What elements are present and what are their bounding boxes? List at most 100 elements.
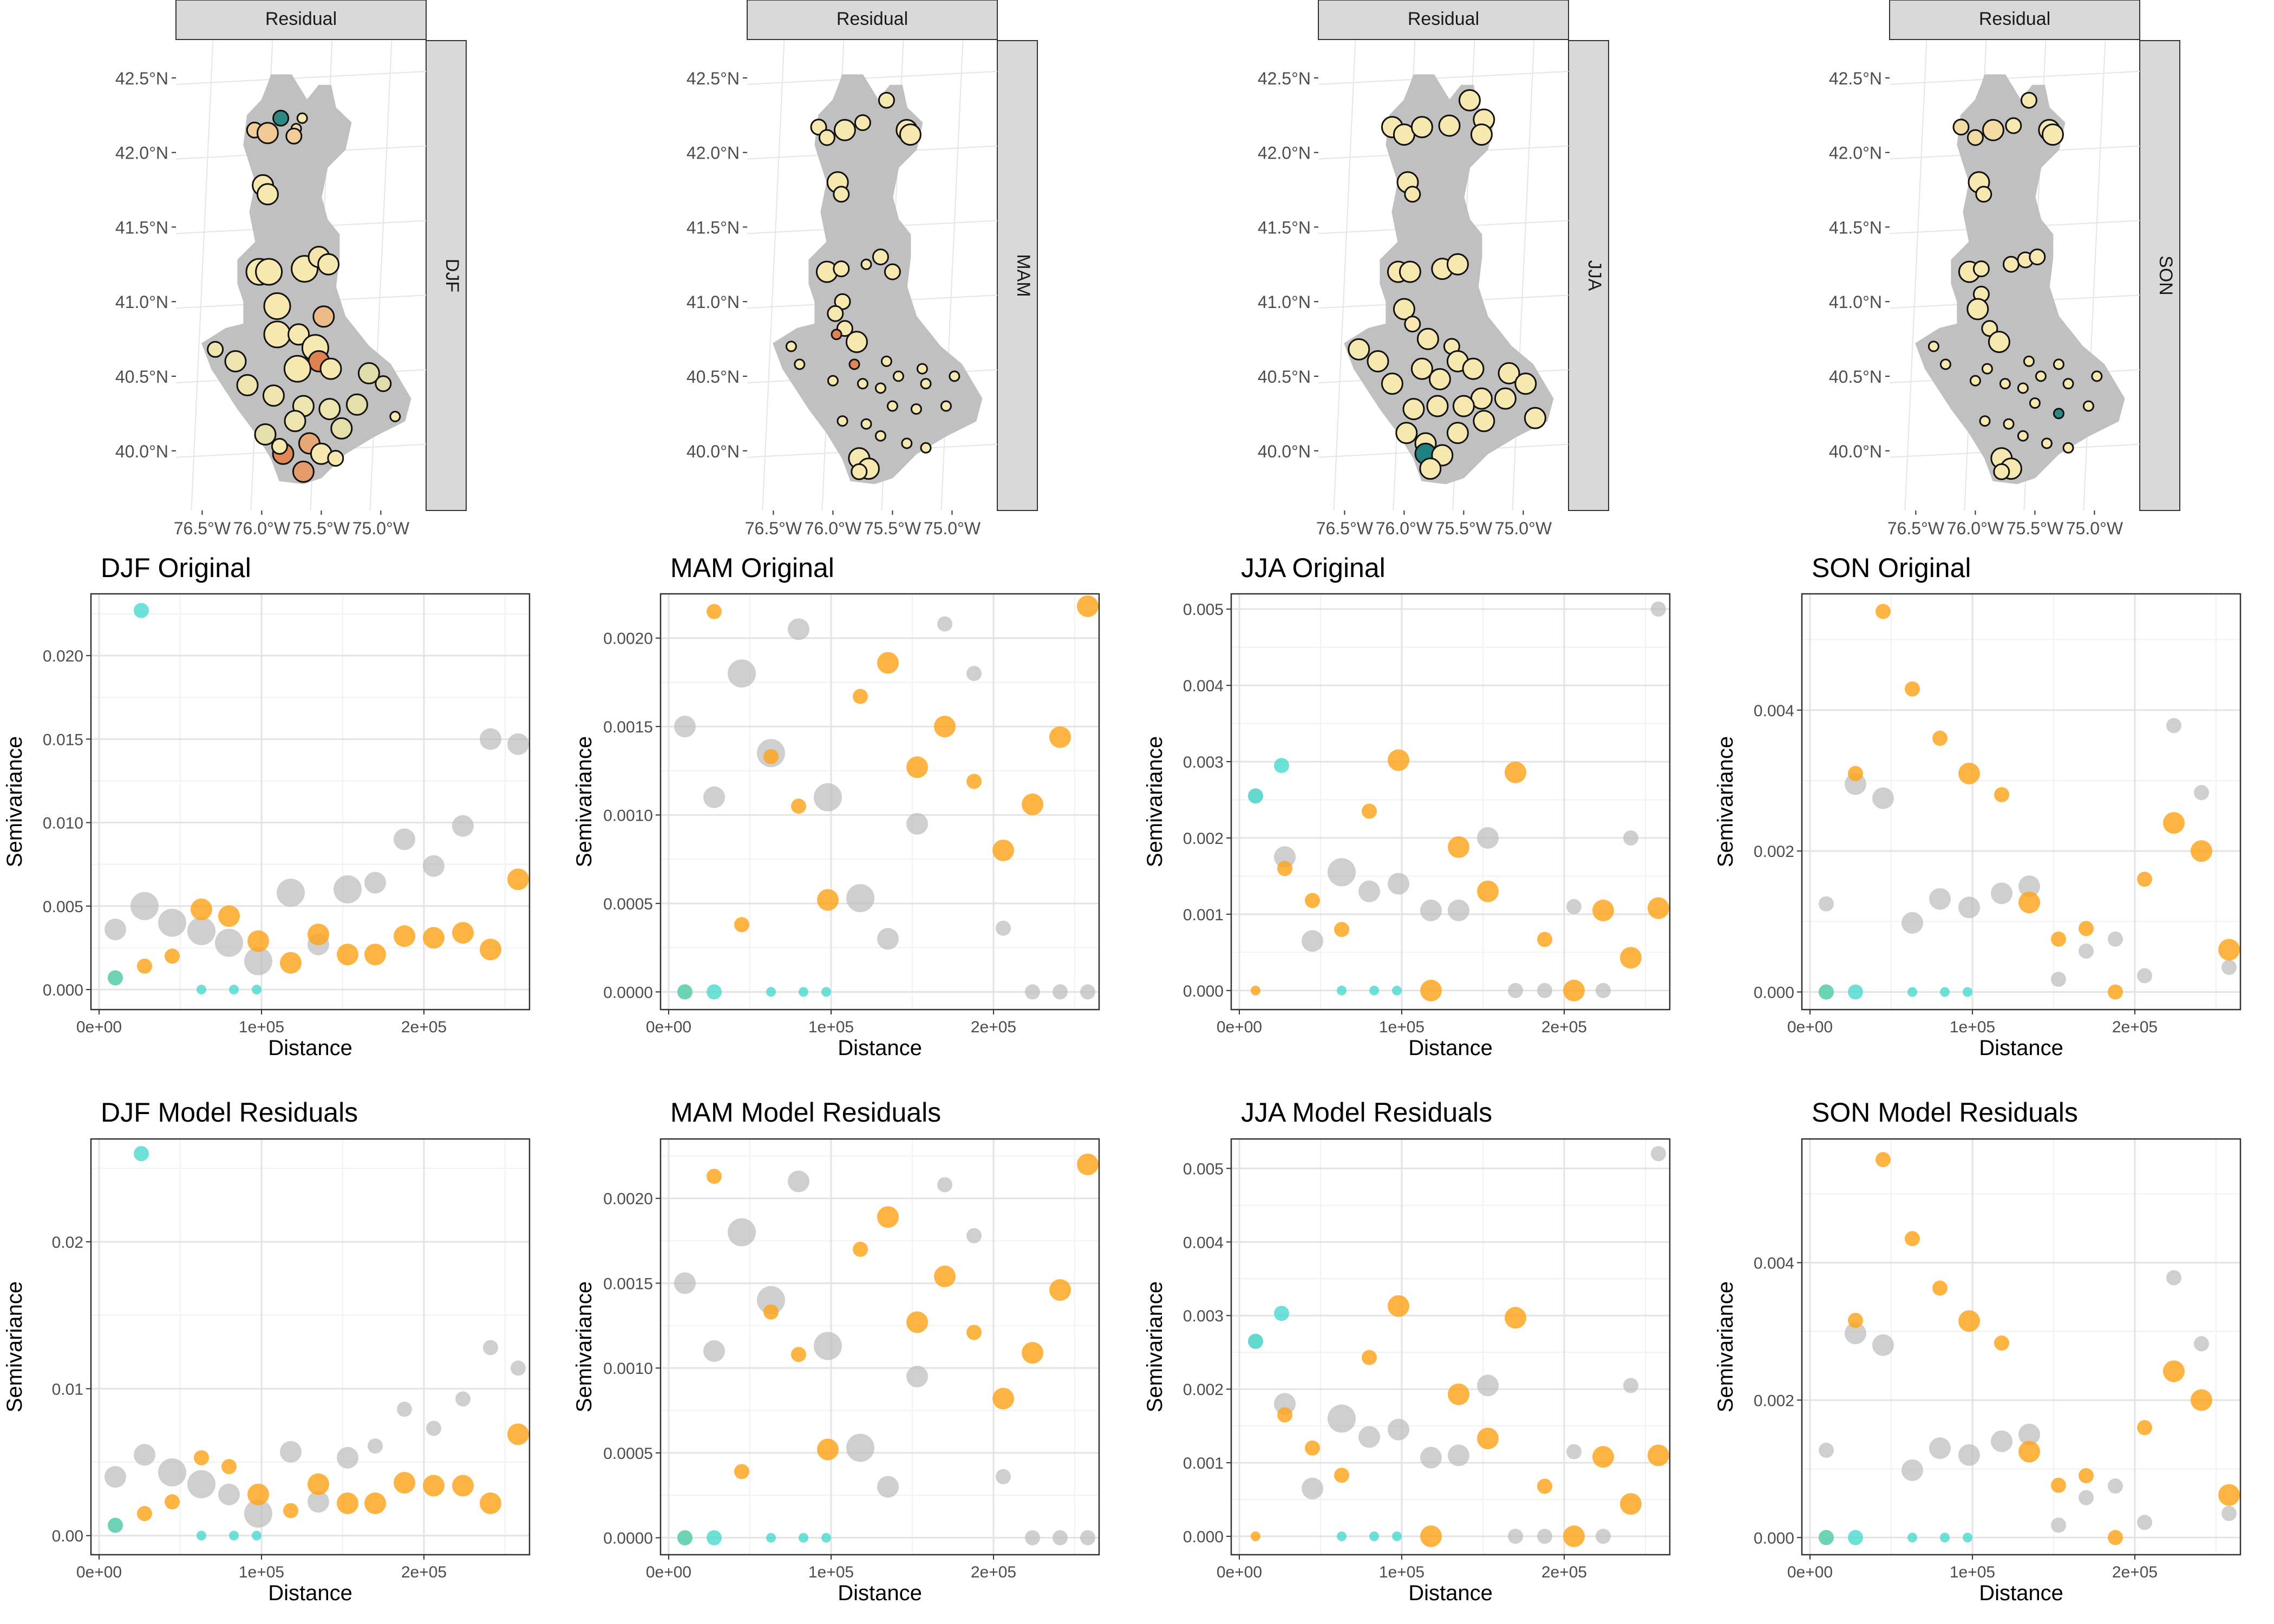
data-point-orange <box>1251 985 1260 996</box>
data-point-orange <box>2051 931 2066 947</box>
data-point-gray <box>1651 601 1666 617</box>
residual-marker <box>910 403 922 415</box>
data-point-teal <box>134 1146 149 1162</box>
residual-marker <box>312 305 335 328</box>
data-points <box>1819 1152 2240 1546</box>
residual-marker <box>330 417 353 440</box>
data-point-gray <box>104 1466 126 1488</box>
residual-marker <box>1981 320 1998 337</box>
data-point-gray <box>966 1228 982 1243</box>
lon-tick-label: 75.5°W <box>2007 519 2064 538</box>
data-point-orange <box>1620 1493 1642 1515</box>
data-point-orange <box>1022 793 1043 815</box>
data-point-orange <box>1420 1525 1442 1547</box>
data-point-orange <box>2018 892 2040 914</box>
lat-tick-label: 40.5°N <box>115 367 168 387</box>
data-point-gray <box>1958 1444 1980 1466</box>
residual-marker <box>916 363 928 375</box>
y-tick-label: 0.000 <box>1754 1529 1794 1547</box>
y-tick-label: 0.0005 <box>603 895 653 913</box>
graticule-lon <box>191 41 214 510</box>
data-point-gray <box>2108 931 2123 947</box>
x-tick-label: 0e+00 <box>1787 1563 1833 1581</box>
y-axis-label: Semivariance <box>1143 1281 1167 1412</box>
data-point-orange <box>2137 872 2152 887</box>
residual-marker <box>256 183 279 206</box>
residual-marker <box>892 370 904 382</box>
data-points <box>1248 1146 1669 1547</box>
data-point-orange <box>221 1459 237 1475</box>
data-point-gray <box>1508 1529 1523 1544</box>
data-point-orange <box>1648 1444 1669 1466</box>
data-point-orange <box>966 1325 982 1340</box>
data-point-gray <box>1477 827 1499 849</box>
data-point-orange <box>364 1492 386 1514</box>
facet-strip-top-label: Residual <box>1408 9 1479 29</box>
data-point-gray <box>2079 944 2094 959</box>
data-point-gray <box>308 1491 329 1513</box>
y-tick-label: 0.0015 <box>603 718 653 736</box>
data-point-gray <box>1328 1404 1356 1433</box>
data-point-orange <box>218 905 240 927</box>
data-point-orange <box>2079 1468 2094 1483</box>
residual-marker <box>375 375 392 392</box>
graticule-lon <box>1512 41 1535 510</box>
data-point-gray <box>1991 882 2012 905</box>
data-point-gray <box>1929 888 1951 910</box>
lon-tick-label: 75.5°W <box>864 519 922 538</box>
data-point-orange <box>2018 1440 2040 1463</box>
data-point-gray <box>2051 1517 2066 1533</box>
graticule-lat <box>1890 70 2140 85</box>
data-point-gray <box>1388 1418 1409 1440</box>
data-point-gray <box>877 928 899 950</box>
x-tick-label: 0e+00 <box>646 1018 691 1036</box>
scatter-panel-7: 0e+00 1e+05 2e+05 0.000 0.002 0.004 SON Model … <box>1714 1097 2242 1605</box>
data-point-orange <box>137 1506 152 1521</box>
data-point-gray <box>1566 899 1582 914</box>
data-point-orange <box>1505 1307 1526 1329</box>
data-point-orange <box>1994 1335 2009 1351</box>
y-tick-label: 0.01 <box>52 1380 83 1398</box>
y-tick-label: 0.020 <box>43 647 83 665</box>
lat-tick-label: 42.5°N <box>1829 69 1882 88</box>
data-point-gray <box>134 1444 155 1466</box>
residual-marker <box>845 331 868 353</box>
residual-marker <box>872 248 889 266</box>
data-point-teal <box>1274 1306 1289 1321</box>
data-points <box>1819 604 2240 1000</box>
residual-marker <box>1446 253 1469 276</box>
data-point-gray <box>394 828 415 850</box>
data-point-orange <box>1648 897 1669 919</box>
residual-marker <box>236 374 259 396</box>
data-point-orange <box>734 917 749 933</box>
residual-marker <box>920 378 932 390</box>
data-point-orange <box>1932 1280 1948 1296</box>
y-tick-label: 0.002 <box>1754 843 1794 861</box>
data-point-orange <box>1620 947 1642 969</box>
x-tick-label: 1e+05 <box>1379 1018 1424 1036</box>
lat-tick-label: 40.5°N <box>687 367 740 387</box>
data-point-gray <box>1302 1477 1323 1499</box>
data-point-gray <box>906 1365 928 1387</box>
residual-marker <box>1524 407 1546 429</box>
x-tick-label: 1e+05 <box>1379 1563 1424 1581</box>
plot-background <box>1802 1139 2240 1555</box>
plot-frame <box>90 1138 531 1556</box>
lat-tick-label: 41.5°N <box>115 218 168 237</box>
data-point-gray <box>452 815 474 837</box>
watershed-polygon <box>773 74 983 484</box>
residual-marker <box>272 109 290 127</box>
facet-strip-side <box>2139 40 2180 511</box>
data-point-teal <box>821 1533 831 1543</box>
data-point-gray <box>423 855 445 877</box>
residual-marker <box>1458 89 1481 112</box>
data-point-teal <box>766 1533 776 1543</box>
data-point-orange <box>1905 1231 1920 1247</box>
x-axis-label: Distance <box>1408 1036 1493 1060</box>
data-point-gray <box>280 1441 302 1463</box>
data-point-orange <box>1362 1350 1377 1365</box>
data-point-teal <box>1907 987 1917 997</box>
lon-tick-label: 75.0°W <box>2066 519 2123 538</box>
data-point-orange <box>2191 1389 2212 1411</box>
